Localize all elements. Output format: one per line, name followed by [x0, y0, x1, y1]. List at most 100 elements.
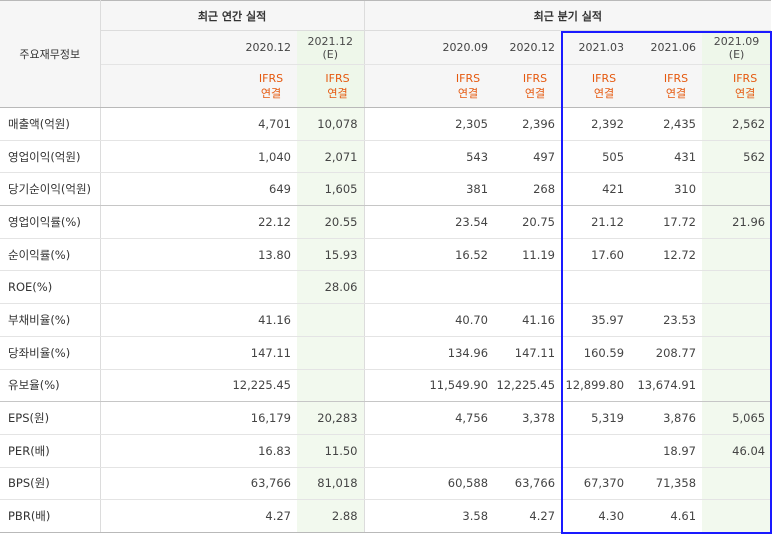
table-row: 유보율(%) 12,225.45 11,549.90 12,225.45 12,899.…: [0, 369, 772, 403]
annual-value-cell: [297, 369, 365, 403]
spacer-cell: [99, 401, 165, 435]
quarter-value-cell: 381: [429, 172, 495, 207]
spacer-cell: [363, 172, 430, 207]
annual-value-cell: 11.50: [297, 434, 365, 468]
row-label: 영업이익률(%): [0, 205, 101, 239]
spacer-cell: [363, 401, 430, 435]
quarter-value-cell: [702, 172, 772, 207]
annual-value-cell: 41.16: [230, 303, 297, 337]
table-row: PBR(배) 4.27 2.88 3.58 4.27 4.30 4.61: [0, 499, 772, 533]
estimate-marker: (E): [322, 47, 339, 61]
quarter-value-cell: 12,899.80: [561, 369, 631, 403]
quarter-value-cell: 4.30: [561, 499, 631, 533]
row-label: 매출액(억원): [0, 107, 101, 141]
quarter-value-cell: 2,396: [494, 107, 562, 141]
header-spacer: [165, 30, 230, 65]
table-row: PER(배) 16.83 11.50 18.97 46.04: [0, 434, 772, 468]
annual-value-cell: 28.06: [297, 270, 365, 305]
annual-value-cell: 20.55: [297, 205, 365, 239]
table-row: 매출액(억원) 4,701 10,078 2,305 2,396 2,392 2,435 2,…: [0, 107, 772, 141]
estimate-marker: (E): [728, 47, 745, 61]
quarter-value-cell: 18.97: [630, 434, 703, 468]
period-header-row: 2020.12 2021.12 (E) 2020.09 2020.12 2021.03 20…: [0, 30, 772, 65]
ifrs-consolidated-label: IFRS 연결: [230, 64, 297, 108]
spacer-cell: [165, 369, 230, 403]
annual-period-header: 2020.12: [230, 30, 297, 65]
header-spacer: [363, 30, 430, 65]
quarter-value-cell: [702, 303, 772, 337]
spacer-cell: [363, 336, 430, 370]
quarter-value-cell: [702, 369, 772, 403]
row-label: 순이익률(%): [0, 238, 101, 272]
spacer-cell: [165, 303, 230, 337]
quarter-value-cell: 11.19: [494, 238, 562, 272]
quarter-period-header: 2020.12: [494, 30, 562, 65]
annual-group-header: 최근 연간 실적: [99, 0, 365, 31]
consolidated-label: 연결: [327, 87, 348, 100]
consolidated-label: 연결: [593, 87, 615, 100]
ifrs-consolidated-label: IFRS 연결: [297, 64, 365, 108]
spacer-cell: [99, 140, 165, 174]
table-body: 매출액(억원) 4,701 10,078 2,305 2,396 2,392 2,435 2,…: [0, 107, 772, 533]
table-row: 영업이익률(%) 22.12 20.55 23.54 20.75 21.12 17.72 21…: [0, 205, 772, 239]
annual-period-header: 2021.12 (E): [297, 30, 365, 65]
quarter-value-cell: 562: [702, 140, 772, 174]
quarter-value-cell: [429, 270, 495, 305]
annual-value-cell: 10,078: [297, 107, 365, 141]
row-label-header: 주요재무정보: [0, 0, 101, 108]
quarter-value-cell: 21.12: [561, 205, 631, 239]
quarter-value-cell: 11,549.90: [429, 369, 495, 403]
spacer-cell: [99, 369, 165, 403]
annual-value-cell: [230, 270, 297, 305]
quarter-value-cell: 12,225.45: [494, 369, 562, 403]
ifrs-label: IFRS: [522, 72, 548, 85]
ifrs-consolidated-label: IFRS 연결: [494, 64, 562, 108]
quarter-value-cell: 543: [429, 140, 495, 174]
annual-value-cell: 4,701: [230, 107, 297, 141]
quarter-value-cell: [429, 434, 495, 468]
quarter-value-cell: 23.53: [630, 303, 703, 337]
row-label: 당좌비율(%): [0, 336, 101, 370]
period-label: 2021.09: [713, 34, 760, 48]
quarter-period-header: 2021.06: [630, 30, 703, 65]
annual-value-cell: [297, 303, 365, 337]
table-row: 당좌비율(%) 147.11 134.96 147.11 160.59 208.77: [0, 336, 772, 370]
annual-value-cell: 16.83: [230, 434, 297, 468]
quarter-value-cell: 40.70: [429, 303, 495, 337]
annual-value-cell: 15.93: [297, 238, 365, 272]
ifrs-label: IFRS: [591, 72, 617, 85]
quarter-value-cell: 147.11: [494, 336, 562, 370]
quarter-value-cell: 2,562: [702, 107, 772, 141]
annual-value-cell: 147.11: [230, 336, 297, 370]
quarter-value-cell: 67,370: [561, 467, 631, 501]
quarter-value-cell: 17.60: [561, 238, 631, 272]
ifrs-consolidated-label: IFRS 연결: [630, 64, 703, 108]
quarter-value-cell: 5,319: [561, 401, 631, 435]
spacer-cell: [363, 107, 430, 141]
quarter-value-cell: 2,392: [561, 107, 631, 141]
annual-value-cell: 2,071: [297, 140, 365, 174]
quarter-value-cell: 17.72: [630, 205, 703, 239]
ifrs-consolidated-label: IFRS 연결: [561, 64, 631, 108]
quarter-value-cell: 12.72: [630, 238, 703, 272]
annual-value-cell: 22.12: [230, 205, 297, 239]
annual-value-cell: 63,766: [230, 467, 297, 501]
annual-value-cell: 13.80: [230, 238, 297, 272]
quarter-value-cell: 208.77: [630, 336, 703, 370]
quarter-period-header: 2021.03: [561, 30, 631, 65]
spacer-cell: [165, 434, 230, 468]
annual-value-cell: 20,283: [297, 401, 365, 435]
quarter-value-cell: 46.04: [702, 434, 772, 468]
row-label: PBR(배): [0, 499, 101, 533]
annual-value-cell: 16,179: [230, 401, 297, 435]
quarter-value-cell: 2,435: [630, 107, 703, 141]
spacer-cell: [363, 270, 430, 305]
table-row: 부채비율(%) 41.16 40.70 41.16 35.97 23.53: [0, 303, 772, 337]
spacer-cell: [165, 270, 230, 305]
quarter-value-cell: 35.97: [561, 303, 631, 337]
quarter-value-cell: 160.59: [561, 336, 631, 370]
spacer-cell: [363, 140, 430, 174]
period-label: 2021.12: [307, 34, 354, 48]
spacer-cell: [165, 107, 230, 141]
